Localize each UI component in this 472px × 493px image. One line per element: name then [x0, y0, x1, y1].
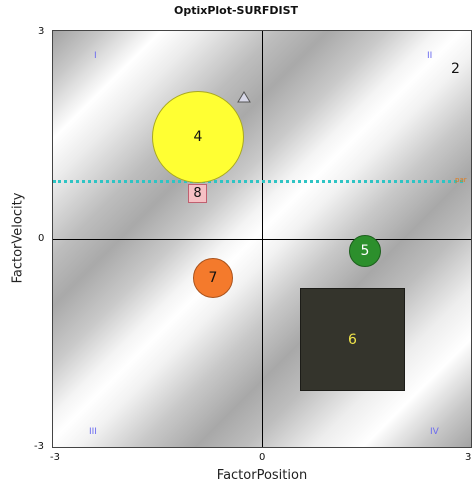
- point-8-box[interactable]: 8: [188, 184, 207, 203]
- point-7-circle[interactable]: 7: [193, 258, 233, 298]
- x-axis-line: [53, 239, 471, 240]
- quadrant-label-i: I: [94, 51, 97, 61]
- quadrant-label-iii: III: [89, 427, 97, 437]
- x-tick-label: -3: [50, 452, 60, 463]
- chart-title: OptixPlot-SURFDIST: [173, 4, 299, 17]
- plot-area: par I II III IV 2 4 5 6 7 8: [52, 30, 472, 448]
- point-4-label: 4: [193, 129, 203, 145]
- x-tick-label: 0: [259, 452, 266, 463]
- point-2-label: 2: [451, 61, 460, 77]
- threshold-label: par: [455, 176, 467, 184]
- y-tick-label: -3: [34, 441, 44, 452]
- y-axis-label: FactorVelocity: [10, 192, 26, 284]
- point-6-square[interactable]: 6: [300, 288, 405, 391]
- point-5-label: 5: [360, 243, 370, 259]
- point-8-label: 8: [193, 186, 202, 201]
- point-7-label: 7: [208, 270, 218, 286]
- point-5-circle[interactable]: 5: [349, 235, 381, 267]
- x-axis-label: FactorPosition: [216, 468, 308, 483]
- point-4-circle[interactable]: 4: [152, 91, 244, 183]
- x-tick-label: 3: [465, 452, 472, 463]
- y-tick-label: 0: [38, 233, 45, 244]
- triangle-marker-icon: [237, 91, 251, 103]
- point-6-label: 6: [348, 331, 357, 348]
- point-3-marker: [237, 91, 251, 106]
- quadrant-label-iv: IV: [430, 427, 439, 437]
- threshold-line: [53, 180, 463, 183]
- y-tick-label: 3: [38, 26, 45, 37]
- quadrant-label-ii: II: [427, 51, 433, 61]
